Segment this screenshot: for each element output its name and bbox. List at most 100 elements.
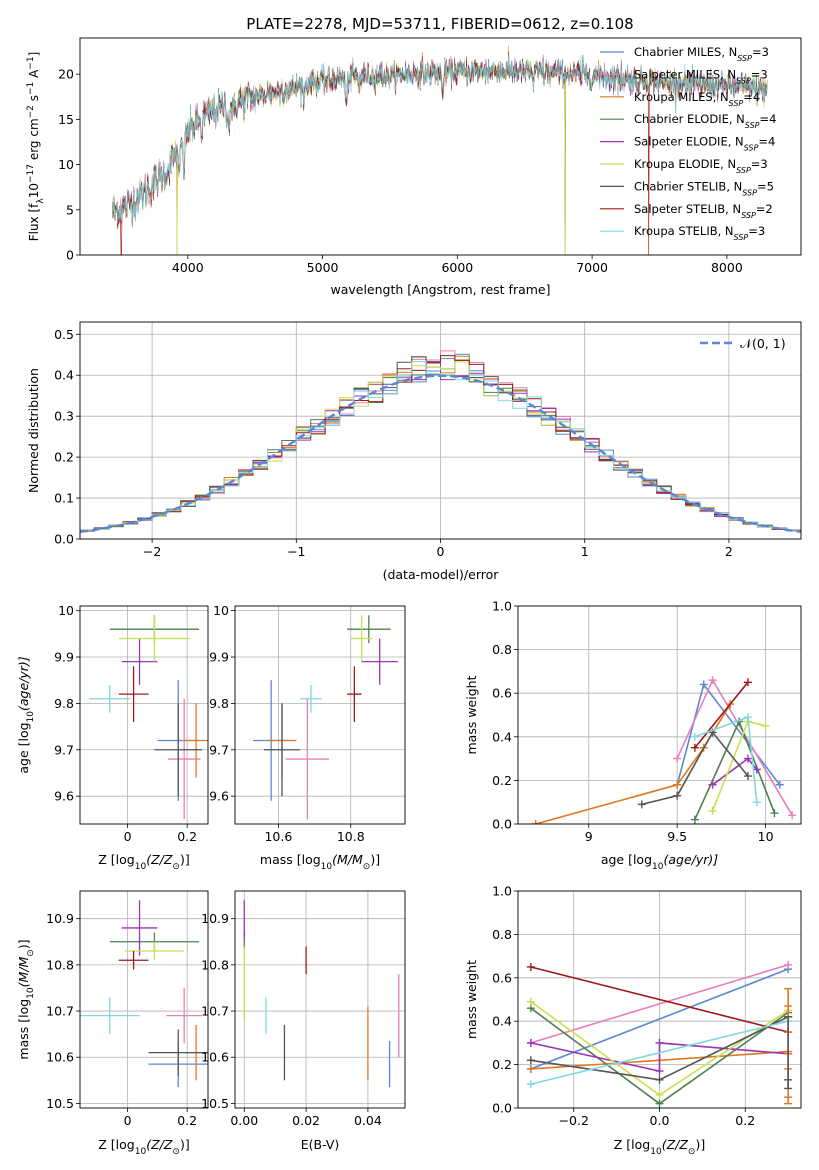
y-tick-label: 0.2 <box>492 773 512 788</box>
weight-line-salpeter-miles <box>530 964 789 1044</box>
y-tick-label: 0.4 <box>492 1014 512 1029</box>
x-tick-label: 9 <box>585 829 593 844</box>
y-tick-label: 10.5 <box>46 1096 74 1111</box>
y-tick-label: 10.8 <box>46 957 74 972</box>
y-axis-label-part: −2 <box>26 105 36 118</box>
grid <box>80 606 208 824</box>
weight-marker-chabrier-miles <box>699 680 708 689</box>
x-tick-label: 0 <box>437 544 445 559</box>
y-tick-label: 0.2 <box>492 1057 512 1072</box>
x-tick-label: 7000 <box>576 260 608 275</box>
y-tick-label: 10.9 <box>46 911 74 926</box>
x-tick-label: 0.04 <box>354 1113 382 1128</box>
y-axis-label-part: 10 <box>26 987 36 999</box>
plot-area <box>88 615 208 820</box>
errorbar-salpeter-miles <box>285 698 330 820</box>
spectrum-line-kroupa-stelib <box>112 54 768 226</box>
legend-entry-count: =2 <box>756 202 773 216</box>
x-tick-label: 10.8 <box>337 829 365 844</box>
errorbar-salpeter-miles <box>167 698 201 820</box>
axes-frame <box>517 605 802 825</box>
errorbar-salpeter-stelib <box>118 951 149 970</box>
x-axis-label: E(B-V) <box>301 1137 340 1152</box>
y-axis-label-part: (age/yr)] <box>16 656 31 711</box>
plot-area <box>112 44 768 255</box>
y-axis-label-part: A <box>27 69 41 82</box>
y-tick-label: 10.6 <box>46 1050 74 1065</box>
y-axis-label-part: erg cm <box>27 118 41 164</box>
weight-marker-salpeter-miles <box>673 754 682 763</box>
plot-area <box>531 676 797 824</box>
x-tick-label: 0.2 <box>177 1113 197 1128</box>
errorbar-kroupa-stelib <box>88 684 131 713</box>
errorbar-kroupa-elodie <box>350 615 373 662</box>
axes-frame <box>79 890 209 1109</box>
y-tick-label: 9.8 <box>209 696 229 711</box>
legend-entry: Chabrier ELODIE, NSSP=4 <box>634 112 776 130</box>
weight-marker-salpeter-miles <box>784 960 793 969</box>
weight-marker-salpeter-elodie <box>743 754 752 763</box>
x-axis-label: wavelength [Angstrom, rest frame] <box>330 282 550 297</box>
plot-area <box>526 960 793 1108</box>
y-axis-label-part: Flux [f <box>27 203 41 241</box>
x-axis-label-part: (M/M <box>332 852 363 867</box>
weight-line-kroupa-stelib <box>530 1020 789 1085</box>
weight-marker-chabrier-stelib <box>637 800 646 809</box>
legend-entry-count: =4 <box>760 112 777 126</box>
x-tick-label: 0.2 <box>177 829 197 844</box>
figure-title: PLATE=2278, MJD=53711, FIBERID=0612, z=0… <box>246 15 633 33</box>
x-axis-label-part: 10 <box>650 1147 662 1157</box>
y-tick-label: 0.6 <box>492 686 512 701</box>
legend-entry-name: Chabrier MILES, N <box>634 45 737 59</box>
legend-entry-sub: SSP <box>734 233 749 242</box>
legend-entry-name: Salpeter MILES, N <box>634 67 736 81</box>
grid <box>235 891 405 1108</box>
y-tick-label: 9.7 <box>209 742 229 757</box>
x-axis-label-part: ⊙ <box>172 1147 180 1157</box>
grid <box>80 891 208 1108</box>
weight-marker-kroupa-miles <box>673 780 682 789</box>
metallicity-mass-panel: 0 0.210.510.610.710.810.9Z [log10(Z/Z⊙)]m… <box>16 890 209 1157</box>
errorbar-salpeter-elodie <box>121 638 158 685</box>
x-axis-label-part: )] <box>370 852 380 867</box>
y-tick-label: 1.0 <box>492 884 512 899</box>
weight-line-kroupa-miles <box>535 703 731 824</box>
x-axis-label-part: (Z/Z <box>146 852 173 867</box>
weight-marker-salpeter-elodie <box>526 1038 535 1047</box>
weight-marker-salpeter-stelib <box>743 678 752 687</box>
y-axis-label-part: −1 <box>26 56 36 69</box>
y-axis-label-part: (M/M <box>16 957 31 988</box>
legend-entry-count: =4 <box>743 90 760 104</box>
y-tick-label: 10.7 <box>46 1004 74 1019</box>
y-tick-label: 0.2 <box>54 450 74 465</box>
weight-marker-chabrier-stelib <box>673 791 682 800</box>
weight-marker-chabrier-stelib <box>655 1075 664 1084</box>
legend-entry-sub: SSP <box>742 188 757 197</box>
y-tick-label: 0.8 <box>492 927 512 942</box>
errorbar-kroupa-miles <box>184 703 208 778</box>
legend-entry-sub: SSP <box>729 98 744 107</box>
y-axis-label-part: age [log <box>16 722 31 773</box>
y-tick-label: 10.7 <box>201 1004 229 1019</box>
legend-entry-name: Chabrier ELODIE, N <box>634 112 745 126</box>
weight-marker-chabrier-elodie <box>655 1099 664 1108</box>
weight-marker-kroupa-miles <box>526 1064 535 1073</box>
legend-entry-name: Kroupa STELIB, N <box>634 224 734 238</box>
weight-marker-salpeter-elodie <box>708 780 717 789</box>
errorbar-salpeter-stelib <box>118 666 149 722</box>
y-tick-label: 0.4 <box>492 729 512 744</box>
y-tick-label: 10.6 <box>201 1050 229 1065</box>
axes: 0.00 0.02 0.04 10.5 10.6 10.7 10.8 10.9 E(B-V) <box>201 890 406 1152</box>
legend-entry: Kroupa STELIB, NSSP=3 <box>634 224 765 242</box>
axes: 4000 5000 6000 7000 8000 0 5 10 15 20 wavelength [… <box>26 37 802 297</box>
legend-entry: Salpeter STELIB, NSSP=2 <box>634 202 773 220</box>
x-axis-label-part: (Z/Z <box>146 1137 173 1152</box>
y-axis-label: age [log10(age/yr)] <box>16 656 36 773</box>
axes-frame <box>79 321 802 540</box>
errorbar-kroupa-elodie <box>124 941 185 961</box>
